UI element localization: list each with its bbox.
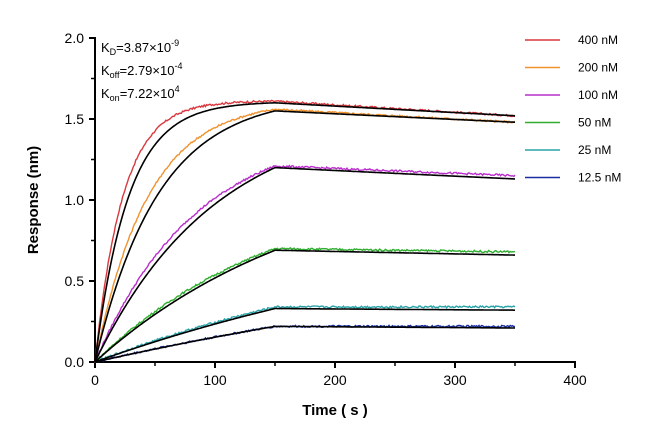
fit-curve-12-5-nm: [94, 325, 515, 363]
series-curve-25-nm: [95, 304, 516, 363]
series-curve-50-nm: [94, 247, 516, 363]
x-axis-title: Time ( s ): [302, 402, 368, 419]
fit-curve-50-nm: [94, 249, 515, 363]
series-curve-400-nm: [94, 99, 516, 362]
series-curve-12-5-nm: [94, 324, 516, 364]
y-tick-label: 2.0: [65, 30, 85, 46]
kinetic-constant-off: Koff=2.79×10-4: [101, 61, 182, 80]
legend-label-200-nm: 200 nM: [578, 61, 618, 75]
legend-label-12-5-nm: 12.5 nM: [578, 171, 621, 185]
y-tick-label: 0.0: [65, 354, 85, 370]
fit-curve-200-nm: [94, 110, 515, 363]
x-tick-label: 400: [563, 372, 587, 388]
kinetic-constant-on: Kon=7.22×104: [101, 84, 180, 103]
series-curve-100-nm: [94, 164, 516, 363]
fit-curve-400-nm: [94, 102, 516, 363]
y-tick-label: 0.5: [65, 273, 85, 289]
y-tick-label: 1.5: [65, 111, 85, 127]
fit-curves: [94, 102, 516, 363]
legend-label-50-nm: 50 nM: [578, 116, 611, 130]
x-tick-label: 200: [323, 372, 347, 388]
series-curve-200-nm: [94, 108, 516, 363]
fit-curve-25-nm: [94, 307, 515, 363]
legend-label-400-nm: 400 nM: [578, 33, 618, 47]
fit-curve-100-nm: [94, 166, 515, 363]
x-tick-label: 300: [443, 372, 467, 388]
x-tick-label: 100: [203, 372, 227, 388]
legend-label-100-nm: 100 nM: [578, 88, 618, 102]
legend-label-25-nm: 25 nM: [578, 143, 611, 157]
curves: [94, 99, 516, 364]
y-axis-title: Response (nm): [25, 146, 42, 254]
legend: 400 nM 200 nM 100 nM 50 nM 25 nM 12.5 nM: [525, 33, 621, 185]
kinetic-constant-D: KD=3.87×10-9: [101, 38, 179, 57]
x-tick-label: 0: [91, 372, 99, 388]
kinetic-constants: KD=3.87×10-9 Koff=2.79×10-4 Kon=7.22×104: [101, 38, 182, 103]
y-tick-label: 1.0: [65, 192, 85, 208]
axes: 0 100 200 300 400 0.0 0.5 1.0 1.5 2.0: [65, 30, 587, 388]
